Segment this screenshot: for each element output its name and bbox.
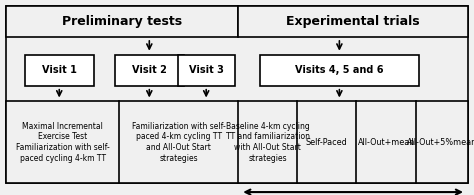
Bar [178, 55, 235, 86]
Bar [260, 55, 419, 86]
Text: Self-Paced: Self-Paced [306, 138, 348, 147]
Bar [25, 55, 94, 86]
Text: Visits 4, 5 and 6: Visits 4, 5 and 6 [295, 65, 383, 75]
Text: Visit 3: Visit 3 [189, 65, 224, 75]
Text: Visit 2: Visit 2 [132, 65, 167, 75]
Bar [238, 6, 468, 37]
Text: Familiarization with self-
paced 4-km cycling TT
and All-Out Start
strategies: Familiarization with self- paced 4-km cy… [132, 122, 226, 163]
Text: Baseline 4-km cycling
TT and familiarization
with All-Out Start
strategies: Baseline 4-km cycling TT and familiariza… [226, 122, 310, 163]
Text: All-Out+5%mean: All-Out+5%mean [407, 138, 474, 147]
Text: Preliminary tests: Preliminary tests [62, 15, 182, 28]
Text: Maximal Incremental
Exercise Test
Familiarization with self-
paced cycling 4-km : Maximal Incremental Exercise Test Famili… [16, 122, 109, 163]
Bar [6, 101, 468, 183]
Text: Visit 1: Visit 1 [42, 65, 77, 75]
Bar [115, 55, 183, 86]
Text: All-Out+mean: All-Out+mean [357, 138, 415, 147]
Text: Experimental trials: Experimental trials [286, 15, 420, 28]
Bar [6, 6, 238, 37]
